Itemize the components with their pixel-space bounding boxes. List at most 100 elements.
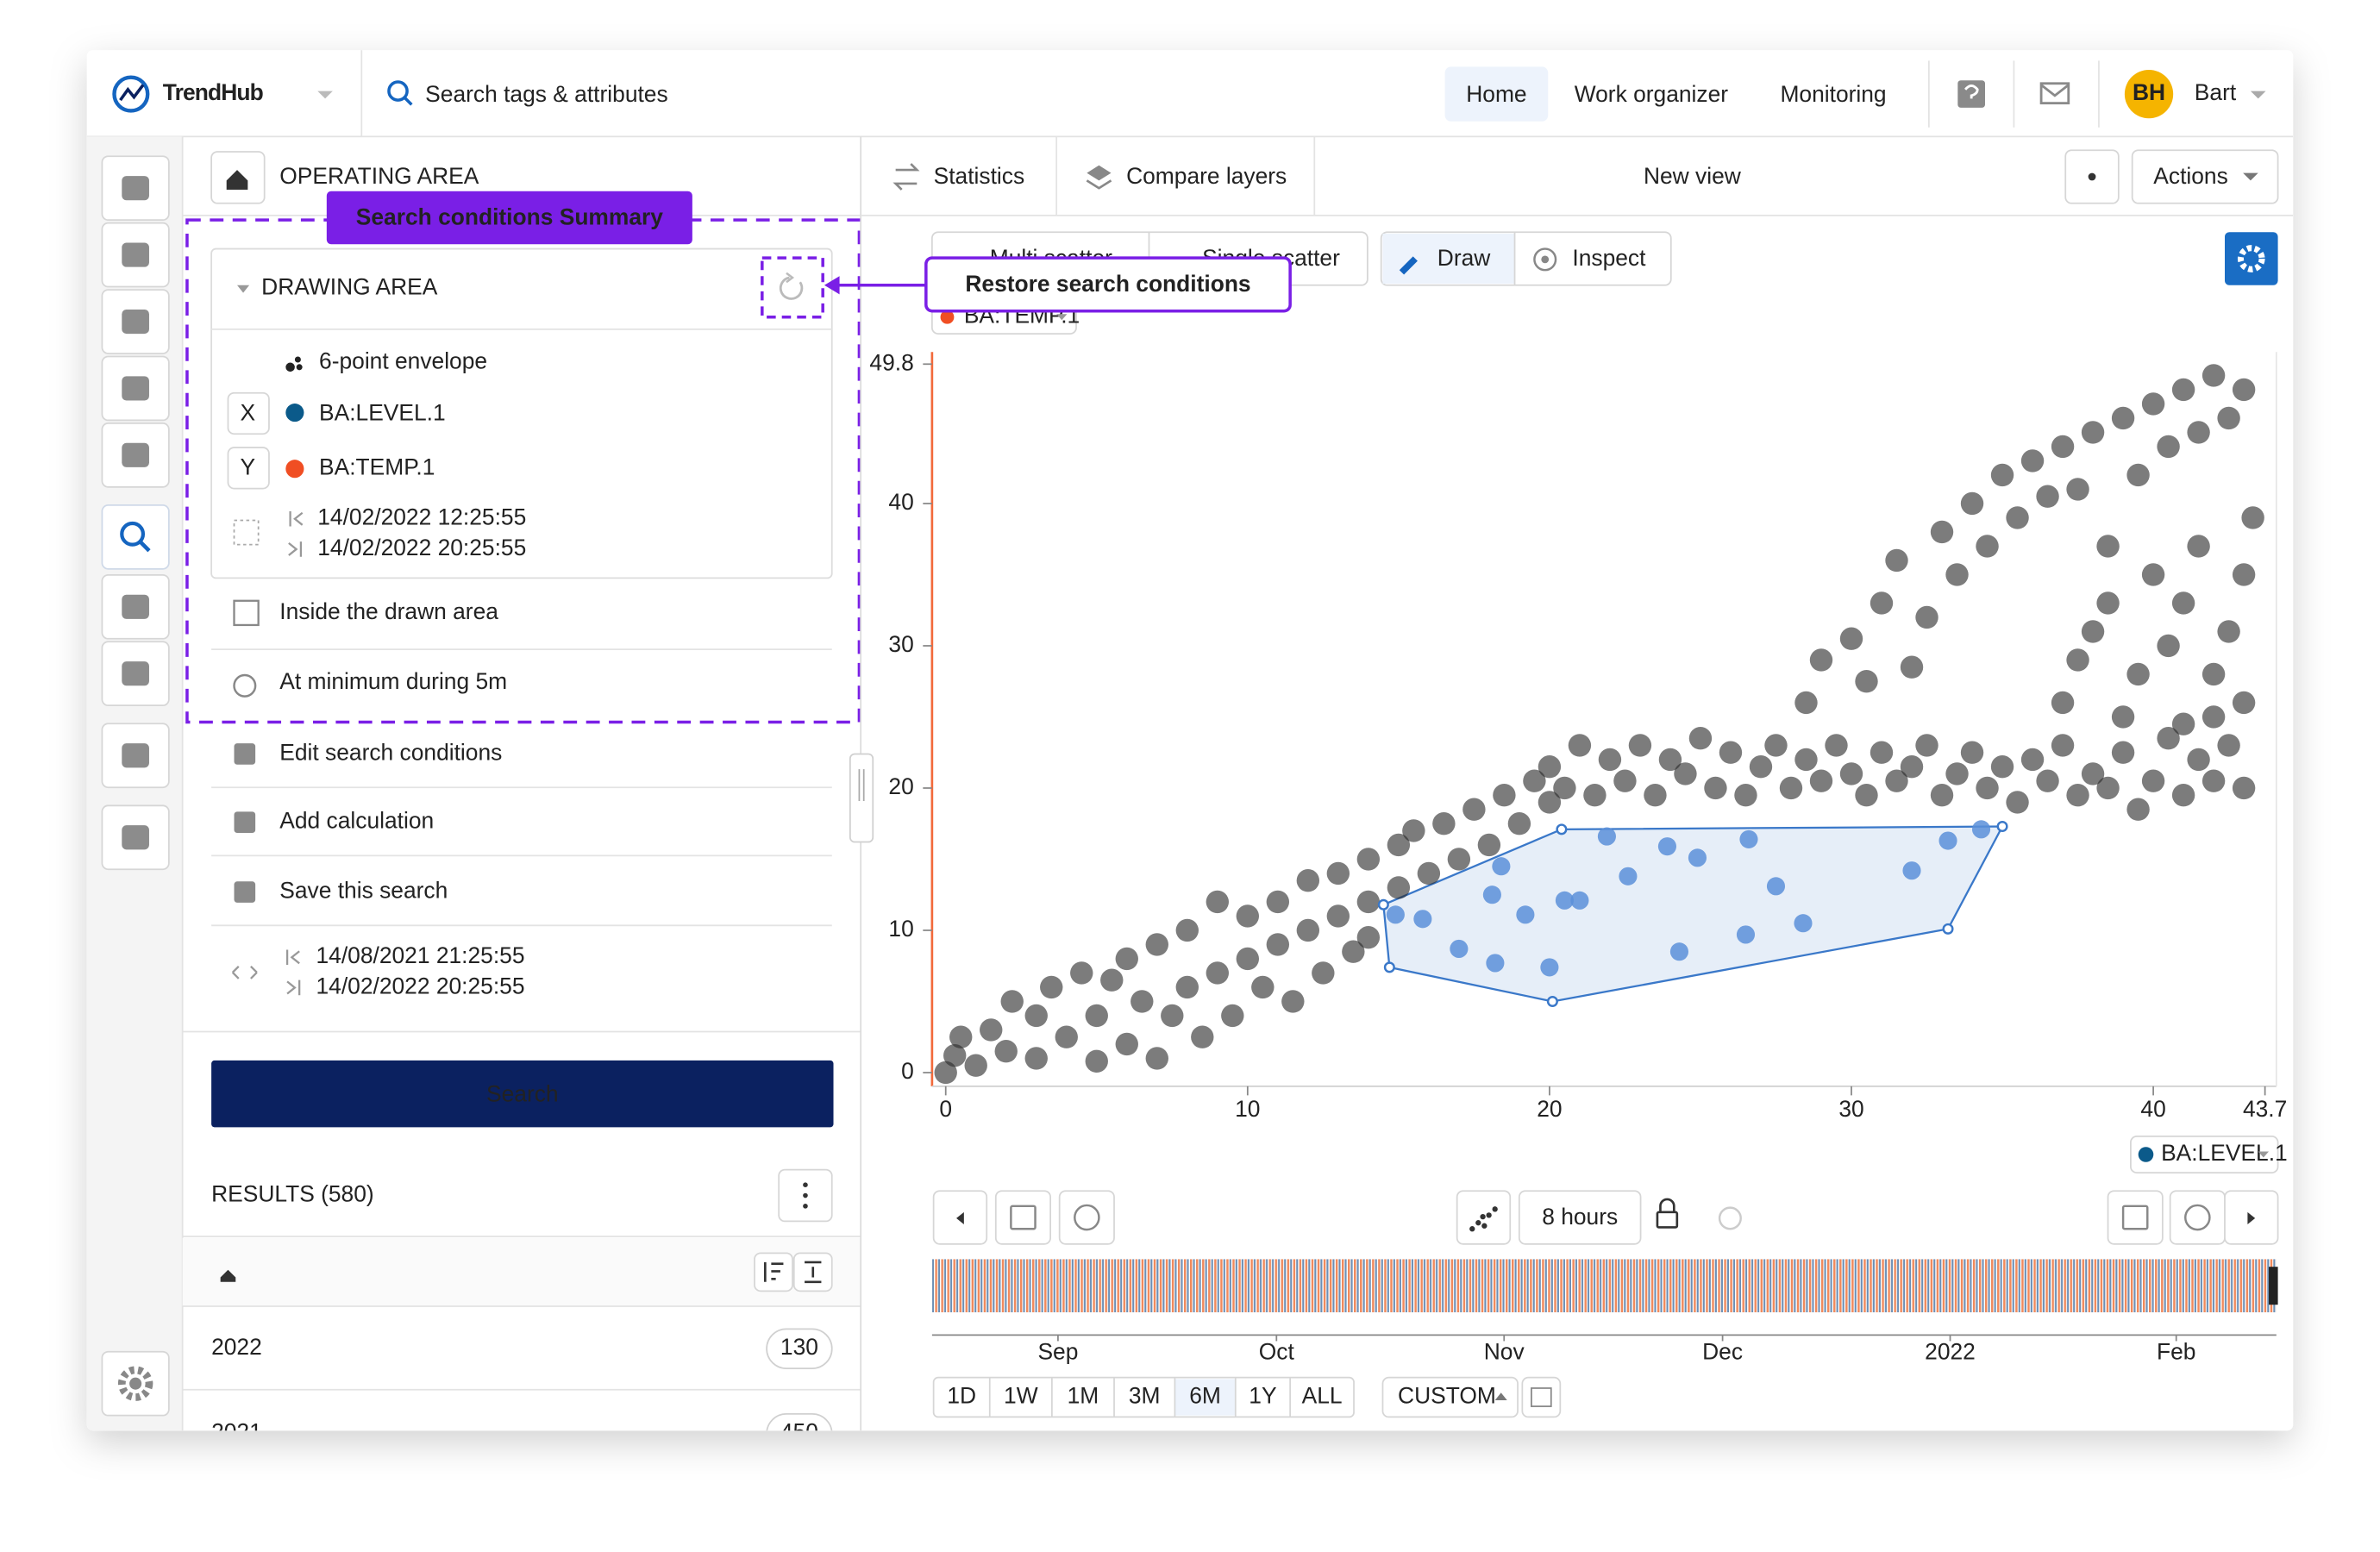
custom-label[interactable]: CUSTOM [1398, 1382, 1496, 1408]
splitter-handle[interactable] [849, 753, 874, 843]
gear-glyph [117, 1366, 153, 1401]
range-button[interactable]: ALL [1302, 1382, 1343, 1408]
scatter-glyph [1481, 1223, 1488, 1229]
envelope-vertex [1996, 821, 2008, 833]
date: 14/02/2022 20:25:55 [316, 973, 525, 998]
mode-button[interactable]: Inspect [1572, 245, 1646, 271]
range-button[interactable]: 6M [1189, 1382, 1221, 1408]
y-tick-label: 30 [888, 631, 913, 657]
nav-link[interactable]: Monitoring [1780, 81, 1886, 107]
x-tick-label: 40 [2140, 1096, 2165, 1122]
action-link[interactable]: Save this search [279, 878, 448, 904]
scatter-point [2241, 506, 2264, 529]
help-icon[interactable] [1957, 80, 1985, 108]
scatter-point [2081, 762, 2105, 785]
scatter-point [1900, 755, 1924, 779]
range-button[interactable]: 1M [1068, 1382, 1099, 1408]
y-tick-label: 40 [888, 489, 913, 515]
scatter-point [2006, 791, 2029, 814]
range-button[interactable]: 1D [947, 1382, 976, 1408]
search-button-label[interactable]: Search [486, 1080, 559, 1106]
envelope-point [1794, 914, 1813, 933]
avatar-initials: BH [2133, 79, 2165, 105]
date: 14/02/2022 20:25:55 [317, 535, 526, 560]
axis-chip[interactable] [227, 391, 270, 435]
nav-link[interactable]: Work organizer [1575, 81, 1729, 107]
custom-range[interactable] [1381, 1376, 1519, 1418]
tab[interactable]: Statistics [934, 163, 1025, 189]
tag-name: BA:LEVEL.1 [319, 399, 446, 425]
x-tag-chip[interactable] [2130, 1136, 2279, 1173]
envelope-glyph [285, 362, 295, 372]
search-button[interactable] [211, 1060, 834, 1128]
gear-core [129, 1377, 142, 1390]
time-button[interactable] [2169, 1190, 2226, 1245]
actions-button[interactable] [2131, 149, 2279, 204]
tab[interactable]: Compare layers [1126, 163, 1287, 189]
scatter-point [1387, 876, 1411, 899]
x-tick-label: 0 [939, 1096, 952, 1122]
navigator-handle[interactable] [2269, 1267, 2278, 1305]
stats-glyph [892, 163, 920, 191]
date: 14/02/2022 12:25:55 [317, 504, 526, 530]
sidebar-glyph [122, 825, 149, 850]
custom-caret [1494, 1392, 1507, 1401]
action-glyph [234, 811, 256, 833]
sidebar-button[interactable] [101, 504, 170, 570]
mail-icon[interactable] [2039, 82, 2070, 105]
nav-active[interactable] [1444, 66, 1549, 122]
user-name[interactable]: Bart [2195, 79, 2237, 105]
range-button[interactable]: 1Y [1249, 1382, 1277, 1408]
calendar-button[interactable] [994, 1190, 1052, 1245]
result-year[interactable]: 2021 [211, 1419, 262, 1445]
nav-link[interactable]: Home [1466, 81, 1526, 107]
scatter-point [2126, 798, 2150, 821]
envelope-vertex [1942, 923, 1954, 935]
actions-label[interactable]: Actions [2153, 163, 2228, 189]
scatter-point [2066, 478, 2089, 501]
scatter-point [1040, 975, 1063, 999]
scatter-point [1930, 520, 1954, 544]
action-link[interactable]: Add calculation [279, 808, 434, 834]
search-box[interactable]: Search tags & attributes [425, 81, 667, 107]
scatter-point [1161, 1004, 1184, 1028]
scatter-point [1055, 1025, 1078, 1048]
scatter-point [1342, 940, 1365, 963]
mode-active[interactable] [1382, 233, 1515, 285]
x-tick-label: 30 [1838, 1096, 1863, 1122]
scatter-point [2157, 727, 2180, 750]
result-year[interactable]: 2022 [211, 1334, 262, 1360]
envelope-point [1657, 837, 1676, 856]
condition: Inside the drawn area [279, 598, 498, 624]
window-length[interactable]: 8 hours [1542, 1204, 1618, 1230]
scatter-point [1628, 734, 1652, 757]
layers-glyph [1086, 179, 1112, 190]
scatter-point [2111, 705, 2135, 729]
view-title: New view [1644, 163, 1742, 189]
calendar-glyph [2121, 1205, 2149, 1230]
range-active[interactable] [1174, 1379, 1236, 1416]
scatter-point [949, 1025, 973, 1048]
action-link[interactable]: Edit search conditions [279, 739, 502, 765]
scatter-point [1281, 990, 1305, 1013]
scatter-point [1598, 748, 1622, 772]
window-button[interactable] [1518, 1190, 1642, 1245]
scatter-point [2006, 506, 2029, 529]
scatter-point [1236, 904, 1260, 928]
calendar-button[interactable] [2107, 1190, 2164, 1245]
axis-chip[interactable] [227, 447, 270, 490]
range-button[interactable]: 3M [1129, 1382, 1161, 1408]
time-button[interactable] [1058, 1190, 1115, 1245]
menu-dot [803, 1192, 808, 1198]
draw-glyph [1399, 256, 1418, 275]
envelope-point [1540, 958, 1559, 977]
range-picker[interactable] [1521, 1376, 1562, 1418]
scatter-point [1221, 1004, 1244, 1028]
scatter-point [2187, 535, 2210, 558]
scatter-point [1719, 741, 1743, 764]
scatter-point [2126, 463, 2150, 487]
envelope-point [1450, 939, 1469, 958]
mode-button[interactable]: Draw [1437, 245, 1491, 271]
range-button[interactable]: 1W [1004, 1382, 1038, 1408]
mail-glyph [2040, 84, 2070, 97]
